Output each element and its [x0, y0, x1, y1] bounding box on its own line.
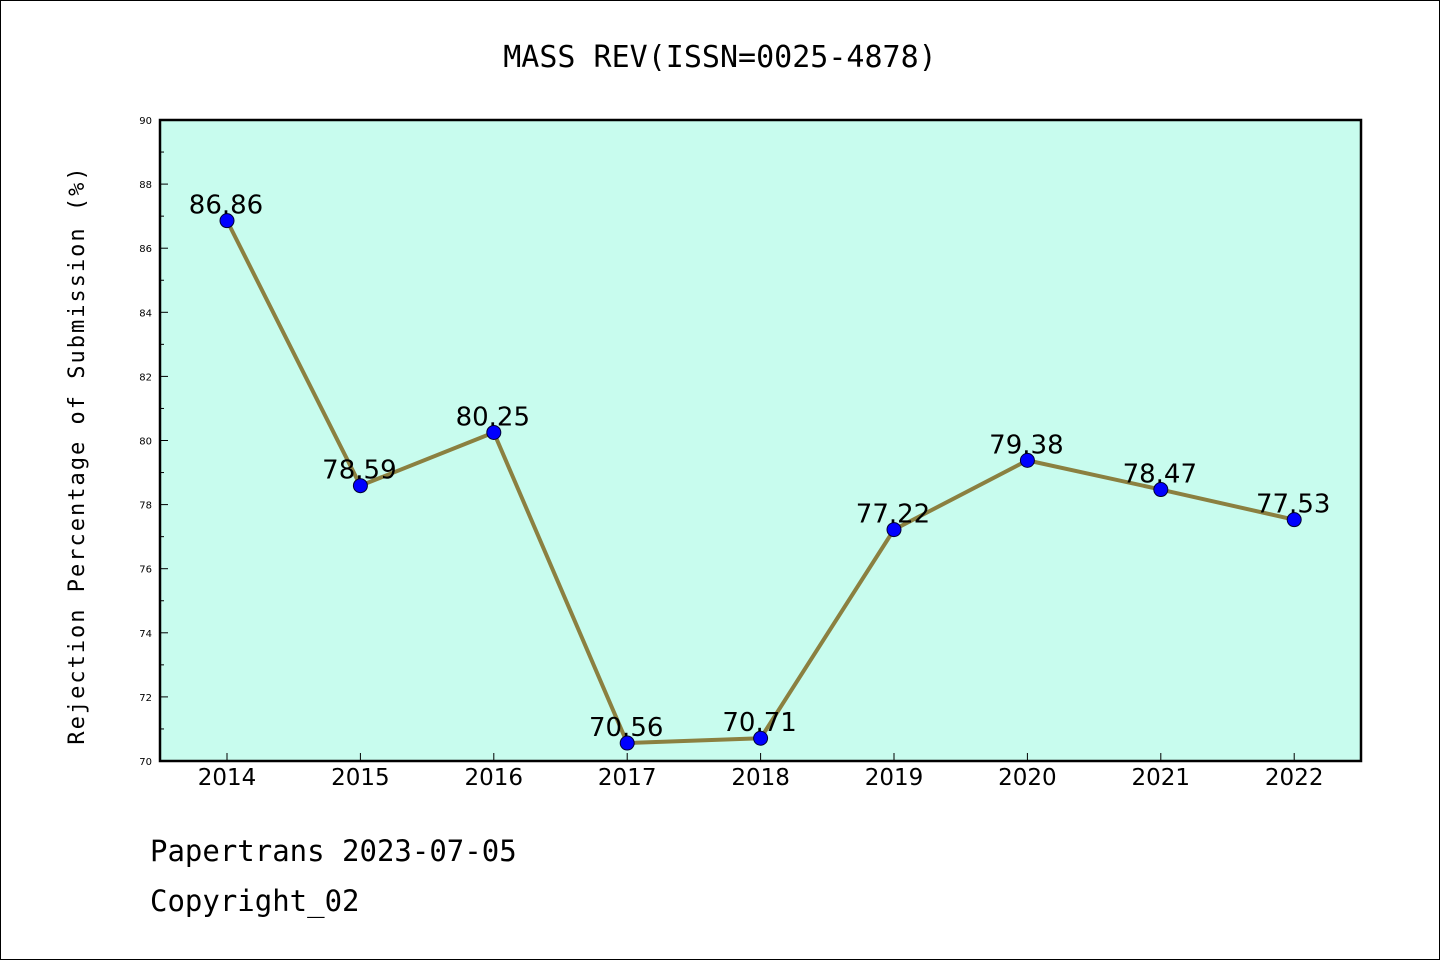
data-point [352, 478, 368, 494]
y-axis: 70 72 74 76 78 80 82 84 86 88 90 [139, 116, 168, 768]
x-tick-label: 2019 [865, 765, 924, 791]
data-label: 86.86 [189, 191, 263, 221]
data-labels: 86.86 78.59 80.25 70.56 70.71 77.22 79.38 78.47… [189, 191, 1331, 743]
y-tick-label: 70 [139, 757, 152, 768]
footer-date: Papertrans 2023-07-05 [150, 834, 517, 868]
y-tick-label: 78 [139, 501, 152, 512]
data-point [1019, 452, 1035, 468]
data-label: 70.56 [589, 713, 663, 743]
x-axis: 2014 2015 2016 2017 2018 2019 2020 2021 2022 [198, 753, 1324, 791]
data-label: 78.47 [1123, 460, 1197, 490]
y-tick-label: 82 [139, 372, 152, 383]
data-point [753, 730, 769, 746]
series-line-group [219, 213, 1302, 751]
x-tick-label: 2021 [1132, 765, 1191, 791]
data-label: 80.25 [456, 402, 530, 432]
data-point [486, 424, 502, 440]
x-tick-label: 2015 [331, 765, 390, 791]
plot-border [158, 118, 1363, 763]
y-tick-label: 86 [139, 244, 152, 255]
data-point [619, 735, 635, 751]
data-label: 78.59 [322, 456, 396, 486]
y-tick-label: 84 [139, 308, 152, 319]
y-tick-label: 72 [139, 693, 152, 704]
x-tick-label: 2020 [998, 765, 1057, 791]
x-tick-label: 2022 [1265, 765, 1324, 791]
chart-title: MASS REV(ISSN=0025-4878) [503, 40, 936, 75]
plot-area [160, 120, 1361, 761]
data-label: 77.53 [1256, 490, 1330, 520]
y-tick-label: 74 [139, 629, 152, 640]
data-point [1286, 512, 1302, 528]
data-point [219, 213, 235, 229]
footer-copyright: Copyright_02 [150, 884, 360, 918]
data-point [1153, 482, 1169, 498]
x-tick-label: 2014 [198, 765, 257, 791]
x-tick-label: 2018 [731, 765, 790, 791]
data-label: 77.22 [856, 500, 930, 530]
y-axis-label: Rejection Percentage of Submission (%) [65, 165, 90, 744]
data-label: 70.71 [722, 708, 796, 738]
y-tick-label: 76 [139, 565, 152, 576]
x-tick-label: 2016 [465, 765, 524, 791]
y-tick-label: 88 [139, 180, 152, 191]
y-tick-label: 80 [139, 437, 152, 448]
data-point [886, 522, 902, 538]
y-tick-label: 90 [139, 116, 152, 127]
data-label: 79.38 [989, 430, 1063, 460]
x-tick-label: 2017 [598, 765, 657, 791]
